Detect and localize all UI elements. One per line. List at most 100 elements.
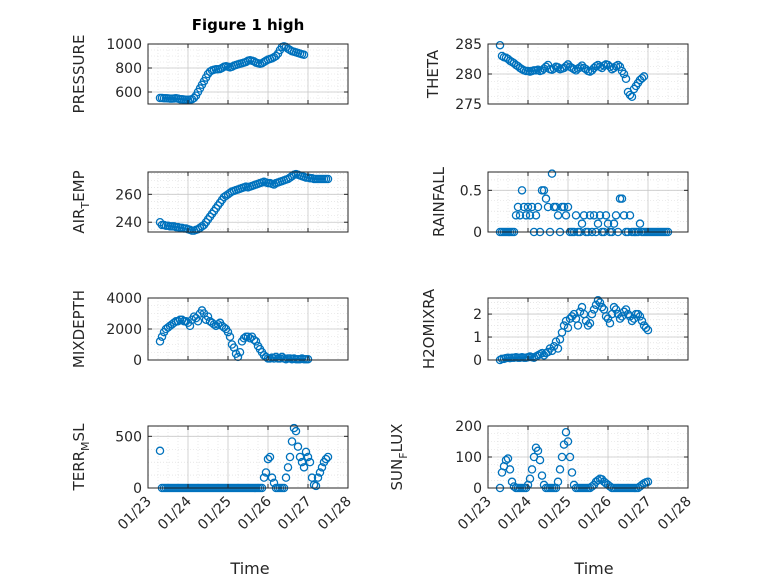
axes-box [487,297,689,361]
data-point [583,321,593,330]
data-series [155,42,309,105]
data-point [609,219,619,228]
data-point [553,211,563,220]
data-point [557,452,567,462]
minor-grid [148,172,348,232]
data-point [303,452,313,462]
data-point [537,348,547,358]
data-point [539,186,549,195]
data-point [295,452,305,462]
data-point [553,477,563,487]
data-point [287,437,297,446]
data-point [563,202,573,212]
data-point [623,309,633,319]
data-point [643,325,653,335]
data-point [605,319,615,328]
y-ticks: 600 800 1000 [106,37,348,101]
data-point [293,442,303,451]
data-point [305,457,315,467]
y-tick-label: 2000 [106,322,142,338]
panel-terr-msl: TERRMSL Time 01/23 01/24 01/25 01/26 01/27 01… [70,423,355,578]
data-point [527,202,537,212]
data-point [505,465,515,474]
data-point [605,482,615,491]
y-ticks: 0 500 [115,429,348,497]
data-point [585,319,595,328]
ylabel-sun-main: SUN [388,459,406,491]
x-ticks [487,44,689,104]
data-point [157,332,167,341]
data-point [593,219,603,228]
data-point [621,305,631,314]
panel-mixdepth: MIXDEPTH 0 2000 4000 [70,290,349,369]
ylabel-theta: THETA [424,49,442,99]
data-point [519,202,529,212]
data-point [573,321,583,330]
data-point [637,73,647,83]
y-tick-label: 2 [473,307,482,323]
data-point [299,463,309,472]
axes-box [147,171,349,233]
data-point [593,475,603,485]
data-point [627,316,637,326]
data-point [317,463,327,472]
ylabel-air-temp: AIRTEMP [70,170,92,233]
data-point [553,344,563,353]
y-tick-label: 1 [473,330,482,346]
data-point [633,309,643,319]
data-point [559,202,569,212]
data-point [315,468,325,477]
y-tick-label: 260 [115,187,142,203]
data-point [299,50,309,60]
data-point [587,309,597,319]
data-point [579,211,589,220]
y-ticks: 00.5 [460,183,688,241]
data-point [615,62,625,72]
data-point [615,314,625,323]
data-point [555,465,565,474]
data-point [511,211,521,220]
data-point [619,211,629,220]
axes-box [147,43,349,105]
data-point [553,63,563,72]
ylabel-mixdepth: MIXDEPTH [70,290,88,368]
data-point [259,473,269,482]
data-point [641,323,651,333]
ylabel-terr-sub: M [79,441,92,451]
panel-h2omixra: H2OMIXRA 0 1 2 [420,288,689,369]
minor-grid [488,172,688,233]
y-tick-label: 500 [115,429,142,445]
data-point [595,298,605,307]
data-point [311,481,321,491]
data-point [203,312,213,321]
data-point [291,426,301,436]
y-tick-label: 4000 [106,291,142,307]
data-point [189,93,199,103]
y-tick-label: 0 [473,481,482,497]
data-point [261,468,271,477]
ylabel-air-main: AIR [70,209,88,234]
y-tick-label: 800 [115,61,142,77]
y-tick-label: 280 [455,67,482,83]
data-point [595,211,605,220]
data-point [209,320,219,329]
major-grid [148,172,348,232]
xlabel-right: Time [573,559,613,578]
data-series [155,169,333,235]
y-ticks: 275 280 285 [455,37,688,113]
ylabel-sun-flux: SUNFLUX [388,424,410,491]
y-tick-label: 0 [133,481,142,497]
ylabel-terr-main: TERR [70,451,88,492]
y-tick-label: 100 [455,450,482,466]
data-point [235,347,245,357]
data-point [323,174,333,184]
data-point [155,337,165,346]
data-series [495,40,649,102]
data-point [637,316,647,326]
y-tick-label: 285 [455,37,482,53]
data-point [635,219,645,228]
data-point [627,92,637,102]
data-point [503,454,513,463]
data-point [283,463,293,472]
